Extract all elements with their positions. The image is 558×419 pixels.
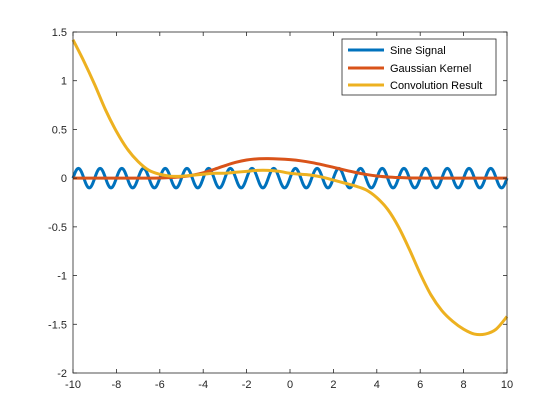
x-tick-label: -10 [65, 379, 81, 391]
legend-label-convolution-result: Convolution Result [390, 80, 482, 92]
legend-label-sine-signal: Sine Signal [390, 45, 446, 57]
x-tick-label: -4 [198, 379, 208, 391]
y-tick-label: -0.5 [48, 222, 67, 234]
x-tick-label: 0 [287, 379, 293, 391]
x-tick-label: -6 [155, 379, 165, 391]
legend: Sine Signal Gaussian Kernel Convolution … [341, 38, 497, 96]
y-tick-label: -2 [57, 368, 67, 380]
x-tick-label: 6 [417, 379, 423, 391]
y-tick-label: 1 [61, 76, 67, 88]
legend-label-gaussian-kernel: Gaussian Kernel [390, 63, 471, 75]
x-tick-label: 8 [461, 379, 467, 391]
axes: -10 -8 -6 -4 -2 0 2 4 6 8 10 -2 -1.5 -1 -0.5 0 0.5 1 1.5 [48, 27, 513, 391]
x-tick-label: -8 [112, 379, 122, 391]
x-tick-label: 4 [374, 379, 380, 391]
x-tick-label: 10 [501, 379, 513, 391]
y-tick-label: 0 [61, 173, 67, 185]
x-tick-label: -2 [242, 379, 252, 391]
y-tick-label: 0.5 [52, 124, 67, 136]
x-tick-label: 2 [330, 379, 336, 391]
y-tick-label: -1.5 [48, 319, 67, 331]
y-tick-label: -1 [57, 271, 67, 283]
series-line-gaussian-kernel [73, 157, 507, 180]
series-line-convolution-result [71, 39, 509, 337]
y-tick-label: 1.5 [52, 27, 67, 39]
